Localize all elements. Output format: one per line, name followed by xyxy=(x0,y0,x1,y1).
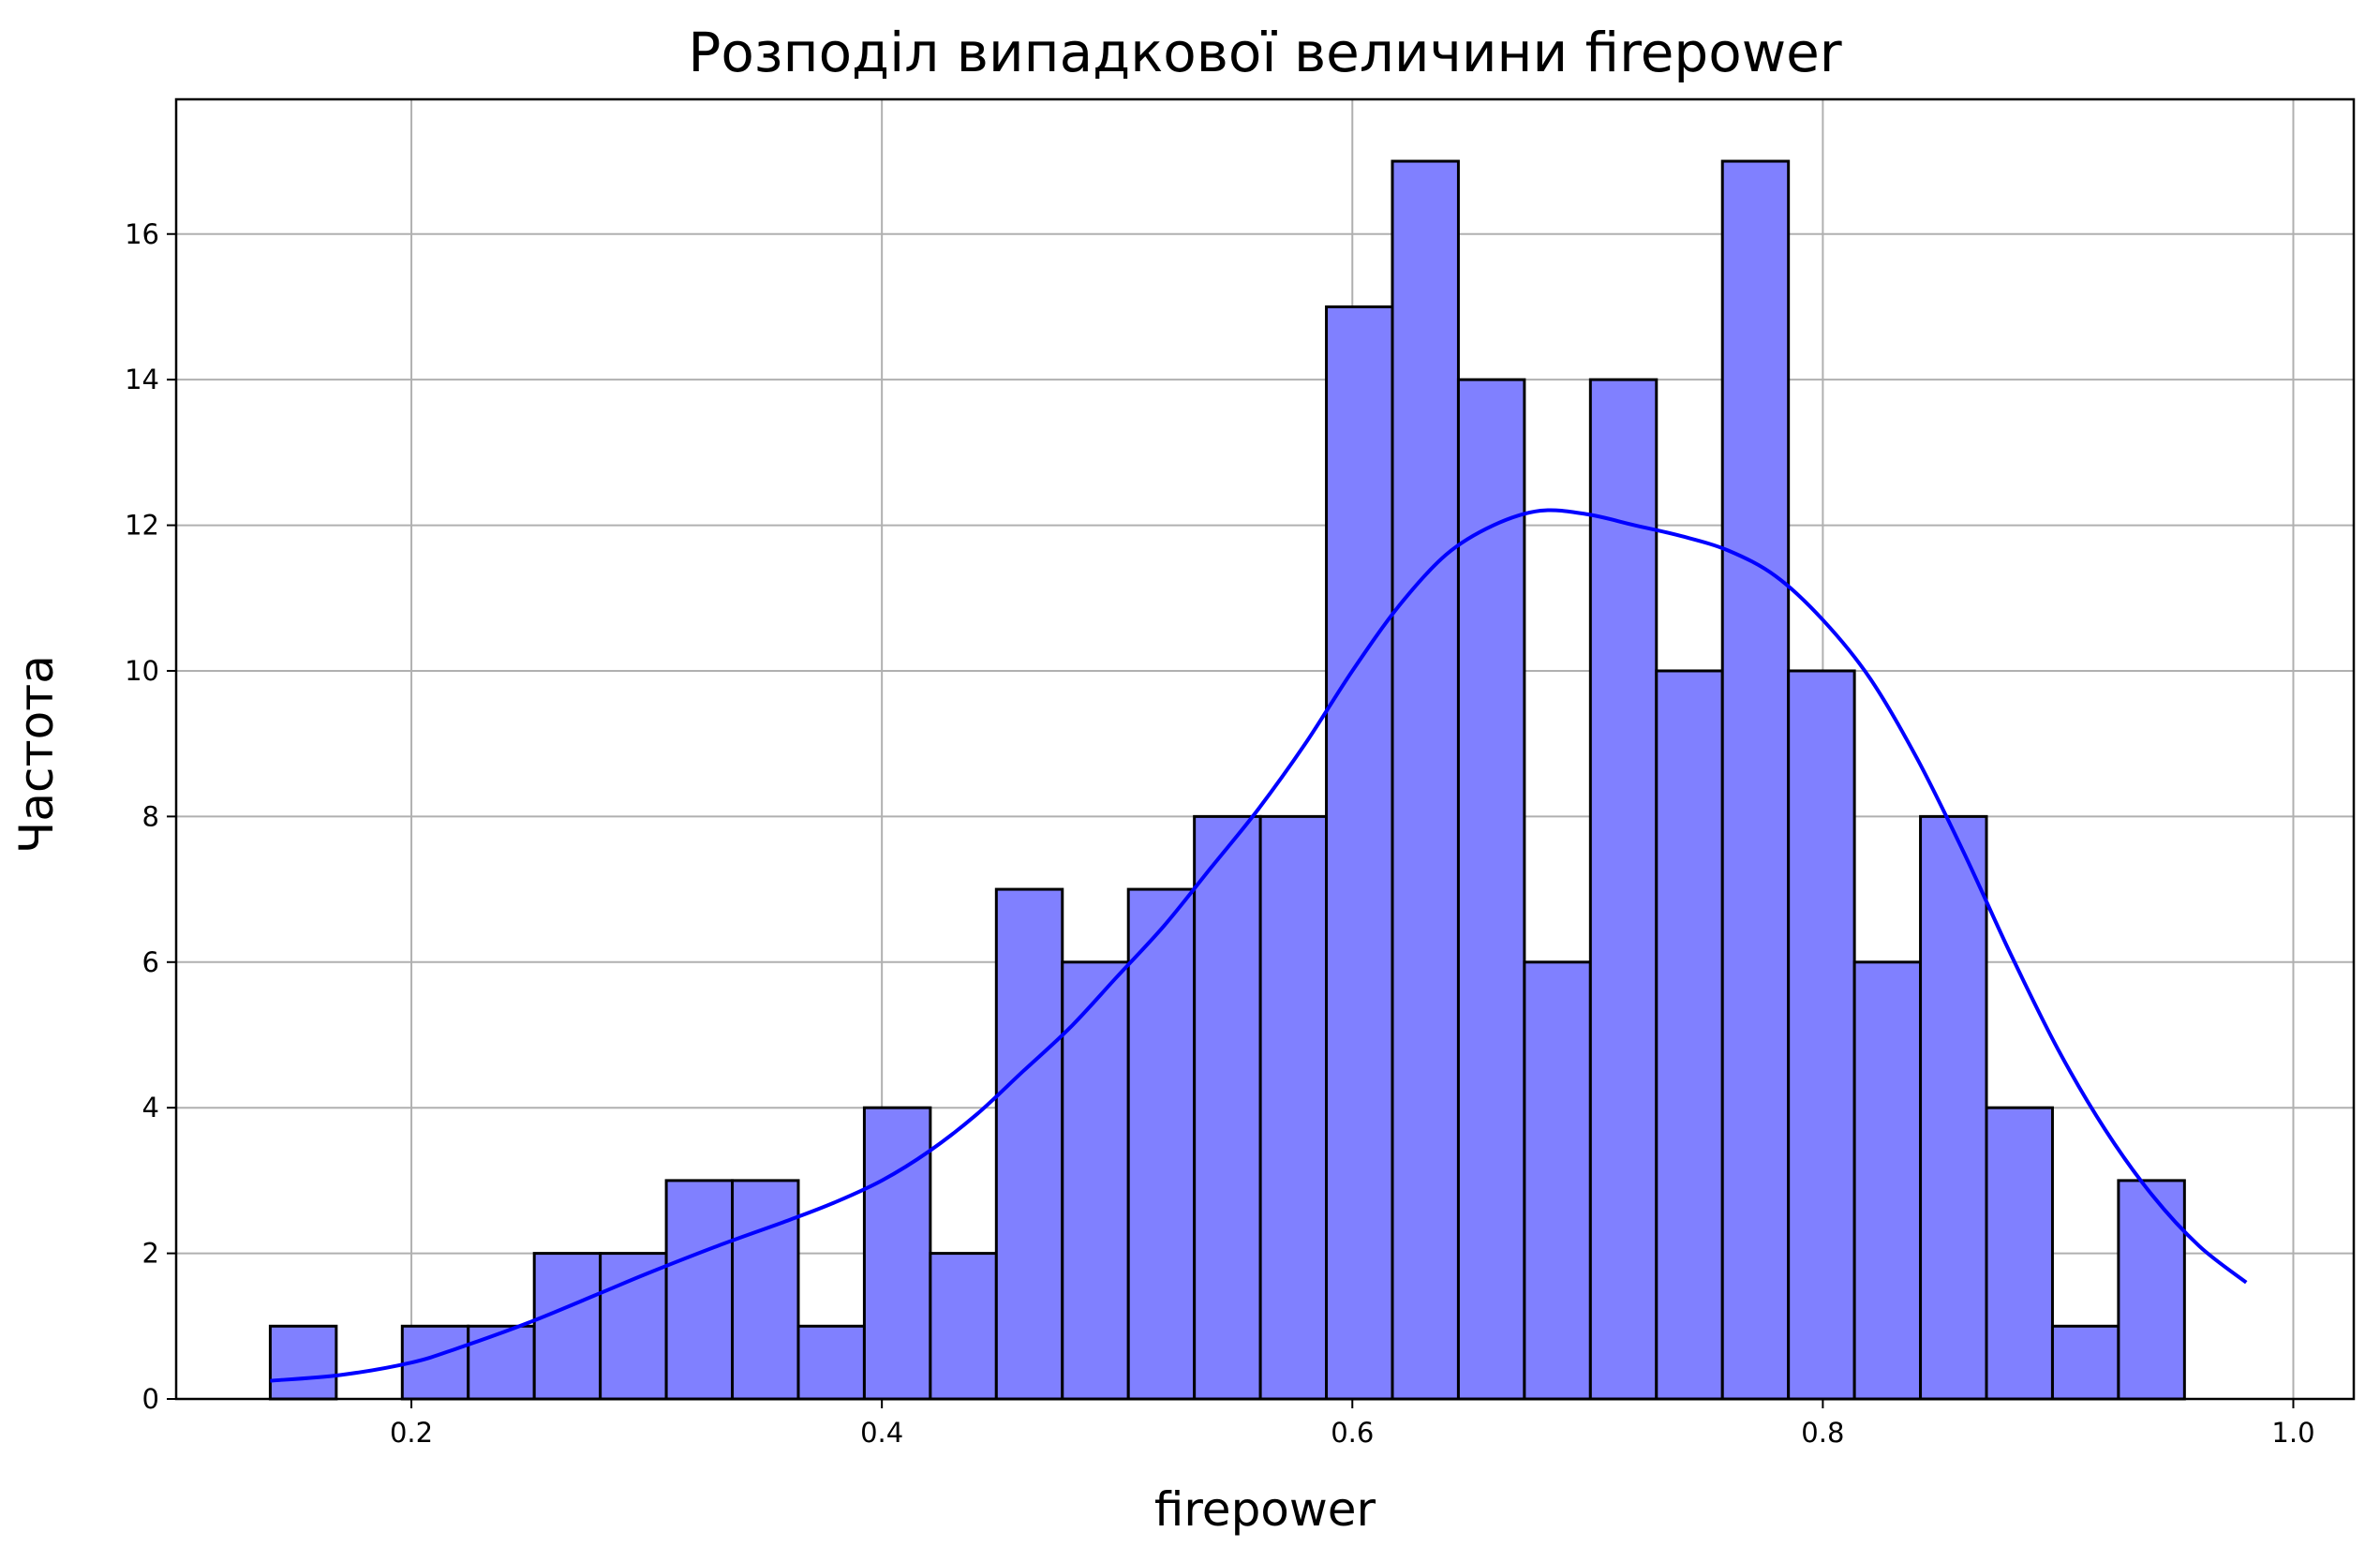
x-axis-ticks: 0.2 0.4 0.6 0.8 1.0 xyxy=(390,1399,2315,1449)
histogram-bars xyxy=(268,159,2186,1401)
histogram-bar xyxy=(664,1179,735,1401)
histogram-bar xyxy=(1852,960,1923,1401)
histogram-bar xyxy=(1325,305,1394,1401)
y-tick-label: 12 xyxy=(125,510,159,542)
x-axis-title: firepower xyxy=(1154,1482,1376,1537)
x-tick-label: 1.0 xyxy=(2271,1417,2314,1449)
y-tick-label: 0 xyxy=(142,1383,159,1415)
y-tick-label: 2 xyxy=(142,1238,159,1270)
histogram-bar xyxy=(1919,814,1988,1401)
histogram-bar xyxy=(268,1324,338,1401)
histogram-bar xyxy=(862,1106,932,1401)
histogram-bar xyxy=(1655,669,1724,1401)
histogram-bar xyxy=(731,1179,800,1401)
x-tick-label: 0.4 xyxy=(860,1417,903,1449)
histogram-bar xyxy=(467,1324,536,1401)
histogram-bar xyxy=(1588,378,1659,1401)
histogram-bar xyxy=(532,1252,602,1401)
x-tick-label: 0.6 xyxy=(1331,1417,1374,1449)
y-axis-ticks: 0 2 4 6 8 10 12 14 16 xyxy=(125,218,176,1415)
histogram-bar xyxy=(796,1324,866,1401)
chart-title: Розподіл випадкової величини firepower xyxy=(688,21,1841,84)
y-axis-title: Частота xyxy=(9,655,64,854)
kde-curve xyxy=(270,508,2248,1383)
histogram-bar xyxy=(1523,960,1592,1401)
kde-curve-group xyxy=(270,508,2248,1383)
histogram-bar xyxy=(1787,669,1856,1401)
histogram-bar xyxy=(1258,814,1329,1401)
x-tick-label: 0.2 xyxy=(390,1417,433,1449)
histogram-bar xyxy=(599,1252,668,1401)
y-tick-label: 14 xyxy=(125,364,159,395)
histogram-bar xyxy=(2117,1179,2186,1401)
histogram-bar xyxy=(1456,378,1526,1401)
histogram-bar xyxy=(2050,1324,2120,1401)
y-tick-label: 6 xyxy=(142,946,159,978)
x-tick-label: 0.8 xyxy=(1801,1417,1844,1449)
plot-frame xyxy=(174,97,2356,1401)
y-tick-label: 4 xyxy=(142,1092,159,1123)
histogram-bar xyxy=(1985,1106,2054,1401)
histogram-bar xyxy=(994,887,1064,1401)
y-tick-label: 8 xyxy=(142,800,159,832)
histogram-bar xyxy=(1720,159,1791,1401)
y-tick-label: 10 xyxy=(125,655,159,687)
histogram-bar xyxy=(929,1252,998,1401)
y-tick-label: 16 xyxy=(125,218,159,250)
histogram-bar xyxy=(1126,887,1197,1401)
histogram-bar xyxy=(1193,814,1262,1401)
histogram-bar xyxy=(1391,159,1460,1401)
